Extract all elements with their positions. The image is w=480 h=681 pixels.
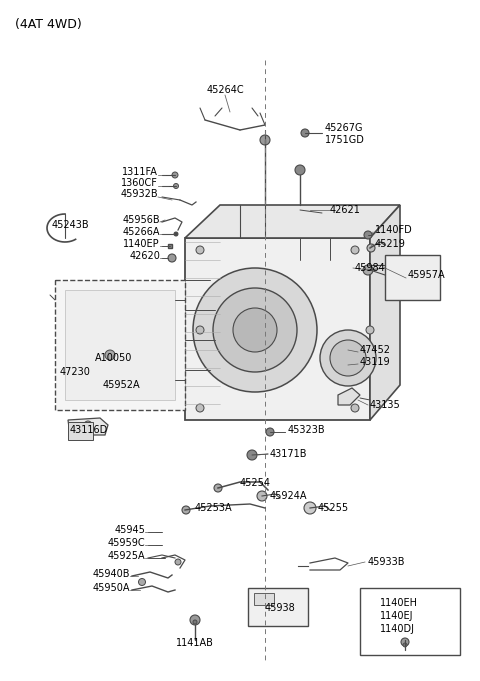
- Polygon shape: [185, 238, 370, 420]
- Circle shape: [213, 288, 297, 372]
- Text: 47452: 47452: [360, 345, 391, 355]
- Text: 45254: 45254: [240, 478, 271, 488]
- Text: 42620: 42620: [129, 251, 160, 261]
- Text: 45950A: 45950A: [93, 583, 130, 593]
- Text: 45984: 45984: [355, 263, 386, 273]
- Circle shape: [173, 183, 179, 189]
- Circle shape: [260, 135, 270, 145]
- Text: 43171B: 43171B: [270, 449, 308, 459]
- Circle shape: [233, 308, 277, 352]
- Text: 45938: 45938: [264, 603, 295, 613]
- Text: 43119: 43119: [360, 357, 391, 367]
- Circle shape: [174, 232, 178, 236]
- Text: 1751GD: 1751GD: [325, 135, 365, 145]
- Text: 45956B: 45956B: [122, 215, 160, 225]
- Text: 45264C: 45264C: [206, 85, 244, 95]
- Circle shape: [214, 484, 222, 492]
- Text: (4AT 4WD): (4AT 4WD): [15, 18, 82, 31]
- Bar: [360, 588, 460, 655]
- Circle shape: [193, 268, 317, 392]
- Circle shape: [196, 326, 204, 334]
- Text: 45952A: 45952A: [103, 380, 141, 390]
- Circle shape: [247, 450, 257, 460]
- Polygon shape: [338, 388, 360, 405]
- Circle shape: [363, 265, 373, 275]
- Circle shape: [257, 491, 267, 501]
- Text: 45945: 45945: [114, 525, 145, 535]
- Text: 1140EH: 1140EH: [380, 598, 418, 608]
- Text: 47230: 47230: [60, 367, 91, 377]
- Text: 45253A: 45253A: [195, 503, 233, 513]
- Text: 45959C: 45959C: [108, 538, 145, 548]
- Text: 45932B: 45932B: [120, 189, 158, 199]
- Text: 42621: 42621: [330, 205, 361, 215]
- Circle shape: [84, 421, 92, 429]
- Circle shape: [304, 502, 316, 514]
- Polygon shape: [185, 205, 400, 238]
- Text: 1140EP: 1140EP: [123, 239, 160, 249]
- Text: 45243B: 45243B: [52, 220, 90, 230]
- Circle shape: [295, 165, 305, 175]
- Polygon shape: [68, 418, 108, 435]
- Text: 1360CF: 1360CF: [121, 178, 158, 188]
- Text: 43135: 43135: [370, 400, 401, 410]
- Polygon shape: [370, 205, 400, 420]
- Circle shape: [364, 231, 372, 239]
- Circle shape: [366, 326, 374, 334]
- Circle shape: [330, 340, 366, 376]
- Bar: [254, 593, 274, 605]
- Text: 45255: 45255: [318, 503, 349, 513]
- Circle shape: [172, 172, 178, 178]
- Text: 45940B: 45940B: [93, 569, 130, 579]
- Text: A10050: A10050: [95, 353, 132, 363]
- Text: 1140EJ: 1140EJ: [380, 611, 413, 621]
- Text: 1141AB: 1141AB: [176, 638, 214, 648]
- Text: 45933B: 45933B: [368, 557, 406, 567]
- Circle shape: [190, 615, 200, 625]
- Text: 45957A: 45957A: [408, 270, 445, 280]
- Text: 1311FA: 1311FA: [122, 167, 158, 177]
- Circle shape: [367, 244, 375, 252]
- Bar: [55, 280, 185, 410]
- Text: 45924A: 45924A: [270, 491, 308, 501]
- Bar: [385, 255, 440, 300]
- Circle shape: [196, 246, 204, 254]
- Text: 45267G: 45267G: [325, 123, 363, 133]
- Circle shape: [351, 246, 359, 254]
- Text: 45323B: 45323B: [288, 425, 325, 435]
- Circle shape: [320, 330, 376, 386]
- Circle shape: [403, 643, 407, 647]
- Text: 45925A: 45925A: [108, 551, 145, 561]
- Text: 1140FD: 1140FD: [375, 225, 413, 235]
- Circle shape: [139, 578, 145, 586]
- Circle shape: [193, 620, 197, 624]
- Circle shape: [105, 350, 115, 360]
- Bar: [68, 422, 93, 440]
- Circle shape: [168, 254, 176, 262]
- Bar: [248, 588, 308, 626]
- Polygon shape: [65, 290, 175, 400]
- Circle shape: [351, 404, 359, 412]
- Text: 45219: 45219: [375, 239, 406, 249]
- Circle shape: [401, 638, 409, 646]
- Circle shape: [301, 129, 309, 137]
- Text: 45266A: 45266A: [122, 227, 160, 237]
- Circle shape: [182, 506, 190, 514]
- Text: 1140DJ: 1140DJ: [380, 624, 415, 634]
- Circle shape: [175, 559, 181, 565]
- Circle shape: [196, 404, 204, 412]
- Circle shape: [266, 428, 274, 436]
- Text: 43116D: 43116D: [70, 425, 108, 435]
